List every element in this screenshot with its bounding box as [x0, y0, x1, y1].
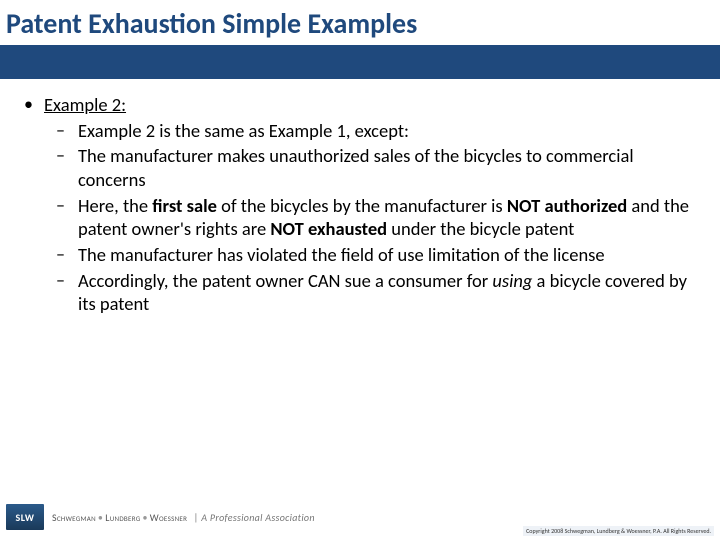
dot-icon: •: [98, 511, 103, 524]
list-item: Accordingly, the patent owner CAN sue a …: [78, 269, 704, 316]
bold-text: NOT authorized: [507, 194, 627, 217]
firm-assoc: | A Professional Association: [194, 511, 315, 524]
firm-seg: Lundberg: [105, 511, 140, 524]
bullet-list: Example 2: Example 2 is the same as Exam…: [16, 93, 704, 316]
firm-logo-block: SLW Schwegman•Lundberg•Woessner | A Prof…: [6, 504, 315, 530]
italic-text: using: [492, 269, 532, 292]
title-bar: Patent Exhaustion Simple Examples: [0, 0, 720, 79]
list-item: The manufacturer makes unauthorized sale…: [78, 144, 704, 191]
bold-text: first sale: [152, 194, 217, 217]
bullet-text: Here, the: [78, 194, 152, 217]
dot-icon: •: [143, 511, 148, 524]
bullet-text: The manufacturer has violated the field …: [78, 243, 605, 266]
list-item: The manufacturer has violated the field …: [78, 243, 704, 267]
logo-icon: SLW: [6, 504, 44, 530]
footer: SLW Schwegman•Lundberg•Woessner | A Prof…: [0, 496, 720, 540]
slide-title: Patent Exhaustion Simple Examples: [0, 0, 720, 45]
bullet-text: of the bicycles by the manufacturer is: [217, 194, 507, 217]
bold-text: NOT exhausted: [270, 217, 387, 240]
content-area: Example 2: Example 2 is the same as Exam…: [0, 79, 720, 316]
bullet-text: Accordingly, the patent owner CAN sue a …: [78, 269, 492, 292]
copyright-text: Copyright 2008 Schwegman, Lundberg & Woe…: [523, 526, 714, 536]
title-band: [0, 45, 720, 79]
bullet-text: The manufacturer makes unauthorized sale…: [78, 144, 634, 191]
list-item: Example 2: Example 2 is the same as Exam…: [44, 93, 704, 316]
slide: Patent Exhaustion Simple Examples Exampl…: [0, 0, 720, 540]
firm-seg: Schwegman: [52, 511, 96, 524]
bullet-text: Example 2 is the same as Example 1, exce…: [78, 119, 409, 142]
sub-bullet-list: Example 2 is the same as Example 1, exce…: [44, 119, 704, 316]
firm-seg: Woessner: [150, 511, 187, 524]
firm-name: Schwegman•Lundberg•Woessner | A Professi…: [52, 511, 315, 524]
example-heading: Example 2:: [44, 93, 126, 116]
list-item: Here, the first sale of the bicycles by …: [78, 194, 704, 241]
list-item: Example 2 is the same as Example 1, exce…: [78, 119, 704, 143]
bullet-text: under the bicycle patent: [387, 217, 574, 240]
